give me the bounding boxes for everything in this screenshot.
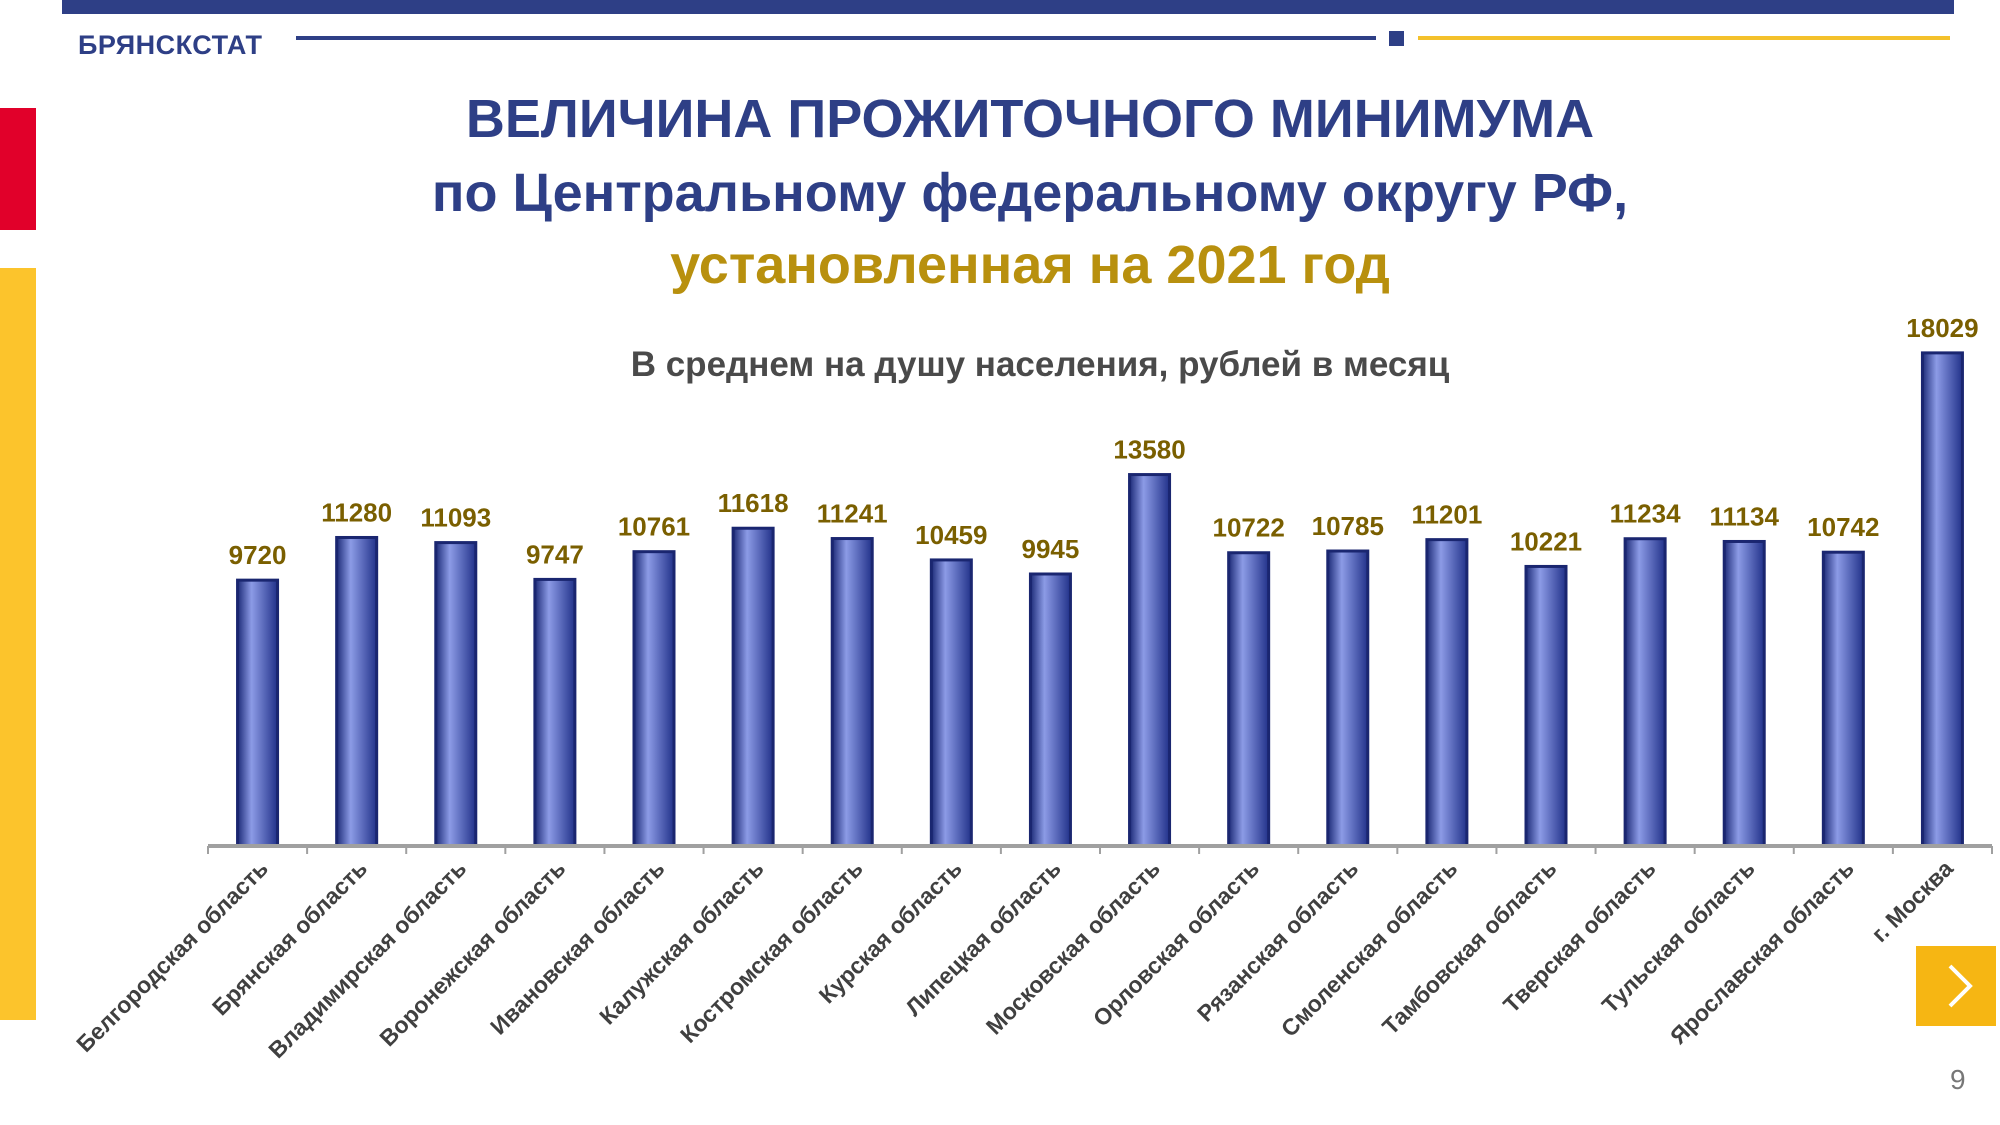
data-label: 11201 [1411,500,1482,530]
data-label: 9945 [1022,534,1080,564]
page-number: 9 [1950,1064,1966,1095]
page-title-line-1: ВЕЛИЧИНА ПРОЖИТОЧНОГО МИНИМУМА [465,89,1595,149]
x-tick-label: Воронежская область [374,855,570,1051]
x-tick-label: Костромская область [675,855,868,1048]
bar [434,541,478,848]
data-label: 10221 [1510,526,1582,556]
bar [1722,539,1766,848]
data-label: 9720 [229,540,287,570]
next-slide-button[interactable] [1916,946,1996,1026]
data-label: 11280 [321,497,392,527]
bar [335,535,379,848]
x-tick-label: Тамбовская область [1377,855,1562,1040]
page-title-line-2: по Центральному федеральному округу РФ, [431,163,1629,223]
data-label: 10722 [1213,513,1285,543]
x-tick-label: Московская область [981,855,1165,1039]
page-title-line-3: установленная на 2021 год [670,235,1390,295]
bar [1821,550,1865,848]
chart-subtitle: В среднем на душу населения, рублей в ме… [630,345,1450,384]
side-accent-yellow [0,268,36,1020]
bar [731,526,775,848]
side-accent-red [0,108,36,230]
bar [1227,551,1271,848]
bar [632,550,676,848]
bar [830,537,874,848]
x-tick-label: г. Москва [1866,855,1958,947]
bar [533,577,577,848]
top-bar [62,0,1954,14]
data-label: 11093 [420,503,491,533]
bar [1623,537,1667,848]
data-label: 10459 [915,520,987,550]
bar [236,578,280,848]
bar [1326,549,1370,848]
data-label: 10761 [618,512,690,542]
bar [1028,572,1072,848]
x-tick-label: Орловская область [1088,855,1264,1031]
x-tick-label: Смоленская область [1276,855,1463,1042]
bar [1128,473,1172,848]
bar [1425,538,1469,848]
data-label: 10742 [1807,512,1879,542]
bar [1524,564,1568,848]
data-label: 9747 [526,539,584,569]
x-tick-label: Ивановская область [485,855,669,1039]
data-label: 11241 [817,499,888,529]
x-tick-label: Рязанская область [1192,855,1363,1026]
data-label: 10785 [1312,511,1384,541]
chevron-right-icon [1948,964,1973,1008]
data-label: 13580 [1113,435,1185,465]
data-label: 11618 [718,488,789,518]
bar [1920,351,1964,848]
brand-logo-text: БРЯНСКСТАТ [78,30,263,60]
data-label: 11234 [1610,499,1681,529]
bar [929,558,973,848]
x-tick-label: Калужская область [594,855,768,1029]
header-rule-blue [296,36,1376,40]
header-rule-gold [1418,36,1950,40]
data-label: 11134 [1710,501,1780,531]
header-rule-square [1389,31,1404,46]
x-tick-label: Белгородская область [71,855,273,1057]
x-tick-label: Владимирская область [263,855,471,1063]
x-tick-label: Ярославская область [1665,855,1859,1049]
data-label: 18029 [1906,313,1978,343]
